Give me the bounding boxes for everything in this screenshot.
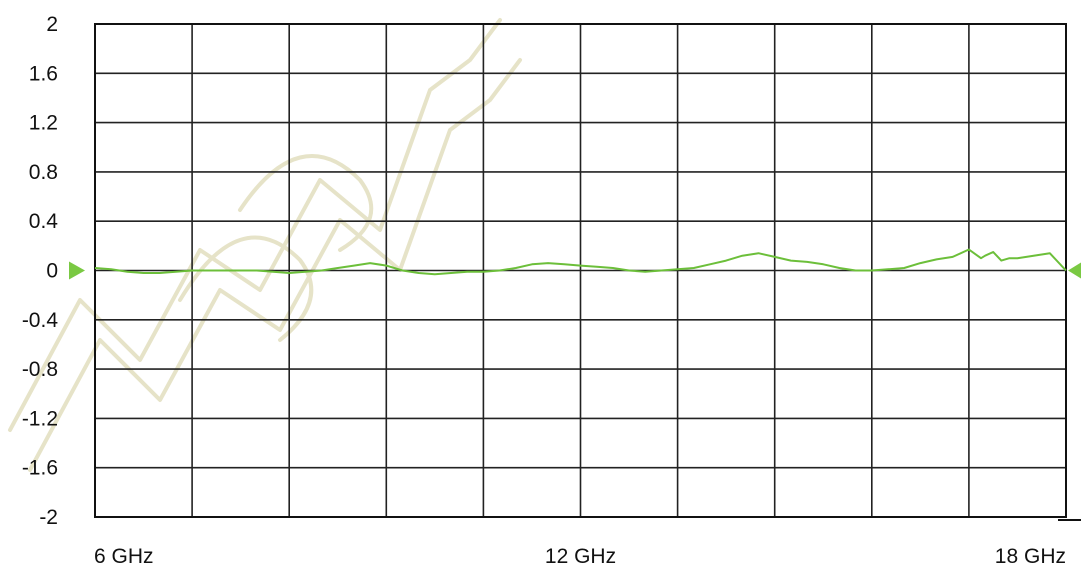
y-tick-label: -0.4 bbox=[22, 309, 59, 332]
x-tick-label: 12 GHz bbox=[545, 545, 616, 568]
watermark-logo bbox=[8, 18, 522, 472]
series-trace bbox=[94, 248, 1067, 276]
left-reference-marker bbox=[69, 261, 85, 280]
y-axis-ticks: 2 1.6 1.2 0.8 0.4 0 -0.4 -0.8 -1.2 -1.6 -2 bbox=[22, 13, 59, 529]
y-tick-label: 0.4 bbox=[29, 210, 59, 233]
x-axis-ticks: 6 GHz 12 GHz 18 GHz bbox=[94, 545, 1066, 568]
y-tick-label: 2 bbox=[46, 13, 58, 36]
y-tick-label: 1.6 bbox=[29, 62, 58, 85]
grid bbox=[95, 24, 1066, 517]
y-tick-label: -2 bbox=[39, 506, 58, 529]
y-tick-label: -0.8 bbox=[22, 358, 58, 381]
y-tick-label: 1.2 bbox=[29, 112, 58, 135]
y-tick-label: -1.2 bbox=[22, 407, 58, 430]
x-tick-label: 6 GHz bbox=[94, 545, 154, 568]
y-tick-label: 0 bbox=[46, 260, 58, 283]
x-tick-label: 18 GHz bbox=[995, 545, 1066, 568]
y-tick-label: -1.6 bbox=[22, 457, 58, 480]
right-reference-marker bbox=[1068, 262, 1081, 279]
y-tick-label: 0.8 bbox=[29, 161, 58, 184]
